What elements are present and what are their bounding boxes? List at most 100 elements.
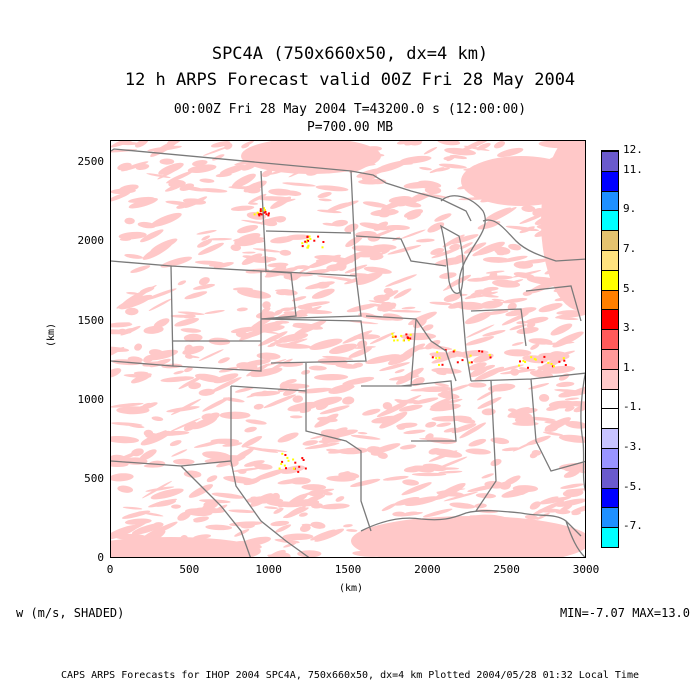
shade-streak — [352, 251, 383, 258]
shade-streak — [382, 402, 393, 410]
colorbar-segment — [602, 368, 618, 389]
shade-streak — [449, 154, 468, 160]
footer-credit: CAPS ARPS Forecasts for IHOP 2004 SPC4A,… — [61, 670, 639, 681]
shade-streak — [519, 226, 535, 234]
shade-streak — [264, 506, 279, 510]
shade-streak — [423, 146, 438, 155]
shade-streak — [289, 415, 303, 419]
colorbar-segment — [602, 349, 618, 369]
shade-streak — [328, 343, 358, 355]
shade-streak — [465, 448, 491, 455]
shade-streak — [275, 289, 294, 293]
shade-streak — [490, 458, 502, 467]
shade-streak — [310, 529, 336, 541]
colorbar-segment — [602, 250, 618, 270]
shade-streak — [402, 479, 419, 486]
shade-streak — [519, 213, 545, 225]
shade-streak — [237, 289, 272, 299]
shade-streak — [210, 438, 240, 444]
shade-region — [111, 537, 261, 557]
hotspot-dot — [518, 364, 520, 367]
shade-streak — [434, 256, 468, 266]
shade-streak — [150, 521, 178, 535]
hotspot-dot — [527, 366, 529, 369]
shade-streak — [188, 484, 214, 498]
shade-streak — [438, 163, 467, 169]
shade-streak — [229, 521, 263, 527]
shade-streak — [536, 512, 550, 520]
hotspot-dot — [285, 467, 287, 470]
hotspot-dot — [304, 240, 307, 243]
shade-streak — [174, 317, 200, 327]
shade-streak — [377, 452, 388, 459]
shade-streak — [436, 488, 466, 493]
hotspot-dot — [533, 357, 536, 360]
hotspot-dot — [396, 339, 399, 342]
shade-streak — [231, 467, 261, 472]
shade-streak — [254, 463, 273, 470]
hotspot-dot — [488, 354, 491, 357]
shade-streak — [125, 307, 139, 316]
shade-streak — [491, 364, 524, 374]
shade-streak — [164, 182, 187, 192]
shade-streak — [422, 324, 434, 331]
shade-streak — [403, 465, 427, 473]
shade-streak — [343, 524, 353, 528]
shade-streak — [388, 309, 422, 313]
shade-streak — [555, 312, 585, 319]
shade-streak — [261, 169, 273, 178]
shade-streak — [451, 423, 477, 434]
shade-streak — [529, 370, 554, 379]
shade-streak — [211, 141, 231, 148]
shade-streak — [407, 192, 427, 204]
shade-streak — [211, 492, 245, 499]
plot-title-forecast: 12 h ARPS Forecast valid 00Z Fri 28 May … — [124, 70, 576, 90]
shade-streak — [197, 239, 213, 248]
shade-streak — [379, 290, 399, 300]
shade-streak — [117, 485, 134, 493]
shade-streak — [410, 388, 440, 392]
shade-streak — [331, 219, 348, 227]
shade-streak — [278, 333, 309, 343]
shade-streak — [250, 493, 274, 507]
hotspot-dot — [309, 238, 312, 240]
shade-streak — [244, 446, 279, 453]
shade-streak — [475, 291, 499, 298]
shade-streak — [538, 303, 563, 313]
plot-title-model: SPC4A (750x660x50, dx=4 km) — [211, 44, 489, 64]
shade-streak — [258, 331, 288, 347]
shade-streak — [528, 383, 550, 390]
shade-streak — [396, 141, 416, 145]
shade-streak — [560, 483, 584, 489]
hotspot-dot — [294, 461, 297, 464]
shade-streak — [198, 388, 215, 396]
hotspot-dot — [481, 350, 484, 353]
shade-streak — [279, 249, 292, 256]
shade-streak — [309, 338, 343, 350]
hotspot-dot — [281, 460, 284, 463]
shade-streak — [137, 221, 156, 229]
shade-streak — [230, 205, 255, 211]
shade-streak — [183, 421, 197, 432]
shade-streak — [212, 154, 225, 161]
shade-streak — [379, 362, 410, 372]
shade-streak — [422, 508, 453, 518]
shade-streak — [565, 400, 585, 408]
x-tick-label: 1500 — [334, 563, 362, 576]
y-tick-label: 2500 — [77, 155, 105, 169]
shade-streak — [529, 501, 541, 510]
shade-streak — [525, 316, 549, 324]
shade-streak — [282, 386, 299, 396]
shade-streak — [111, 524, 139, 540]
shade-streak — [437, 392, 460, 400]
shade-streak — [228, 186, 259, 190]
shade-streak — [394, 399, 405, 402]
shade-region — [241, 141, 381, 174]
y-tick-label: 1500 — [77, 313, 105, 327]
shade-streak — [261, 307, 271, 313]
shade-streak — [401, 482, 432, 496]
shade-streak — [491, 298, 505, 302]
shade-streak — [370, 209, 399, 217]
shade-streak — [176, 202, 191, 209]
shade-streak — [186, 355, 200, 359]
